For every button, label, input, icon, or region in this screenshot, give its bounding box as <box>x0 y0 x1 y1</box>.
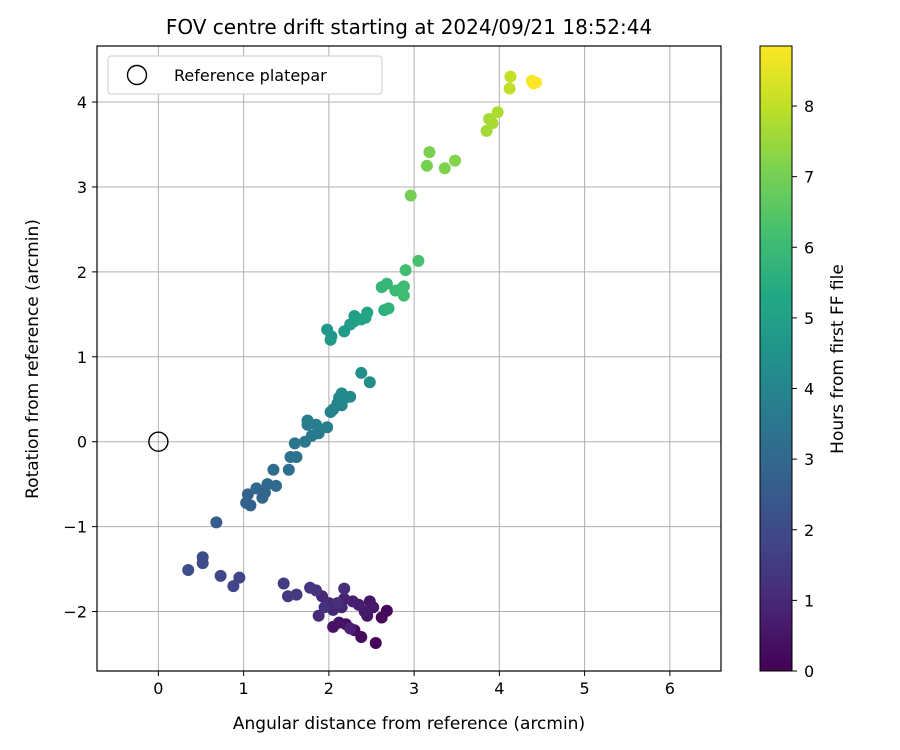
data-point <box>335 387 348 400</box>
x-tick-label: 5 <box>580 679 590 698</box>
data-point <box>397 289 410 302</box>
data-point <box>369 636 382 649</box>
data-point <box>233 571 246 584</box>
data-point <box>214 569 227 582</box>
data-point <box>380 604 393 617</box>
data-point <box>288 437 301 450</box>
data-point <box>267 463 280 476</box>
data-point <box>250 482 263 495</box>
data-point <box>504 70 517 83</box>
y-axis-ticks: −2 −1 0 1 2 3 4 <box>63 93 97 622</box>
data-point <box>196 551 209 564</box>
colorbar-ticks: 0 1 2 3 4 5 6 7 8 <box>792 97 814 681</box>
colorbar-label: Hours from first FF file <box>828 264 848 454</box>
colorbar-tick-label: 0 <box>804 662 814 681</box>
data-point <box>420 159 433 172</box>
data-point <box>290 451 303 464</box>
data-points <box>182 70 543 649</box>
data-point <box>412 254 425 267</box>
data-point <box>530 76 543 89</box>
data-point <box>486 117 499 130</box>
colorbar-tick-label: 3 <box>804 450 814 469</box>
y-tick-label: −1 <box>63 518 87 537</box>
data-point <box>423 146 436 159</box>
colorbar-tick-label: 4 <box>804 380 814 399</box>
data-point <box>282 463 295 476</box>
data-point <box>210 516 223 529</box>
legend-entry: Reference platepar <box>174 66 327 85</box>
data-point <box>380 277 393 290</box>
data-point <box>281 590 294 603</box>
data-point <box>449 154 462 167</box>
data-point <box>312 609 325 622</box>
colorbar-tick-label: 8 <box>804 97 814 116</box>
y-tick-label: 4 <box>77 93 87 112</box>
reference-point <box>148 431 169 452</box>
data-point <box>277 577 290 590</box>
x-tick-label: 1 <box>239 679 249 698</box>
y-tick-label: 2 <box>77 263 87 282</box>
colorbar-tick-label: 1 <box>804 591 814 610</box>
x-axis-ticks: 0 1 2 3 4 5 6 <box>153 671 675 698</box>
colorbar-gradient <box>759 45 793 672</box>
colorbar-tick-label: 6 <box>804 238 814 257</box>
colorbar-tick-label: 5 <box>804 309 814 328</box>
data-point <box>438 162 451 175</box>
colorbar: 0 1 2 3 4 5 6 7 8 Hours from first FF file <box>759 45 848 681</box>
x-tick-label: 6 <box>665 679 675 698</box>
data-point <box>355 366 368 379</box>
reference-marker <box>148 431 169 452</box>
y-axis-label: Rotation from reference (arcmin) <box>23 219 43 499</box>
data-point <box>344 622 357 635</box>
data-point <box>321 421 334 434</box>
data-point <box>503 82 516 95</box>
data-point <box>361 306 374 319</box>
data-point <box>338 582 351 595</box>
legend: Reference platepar <box>107 55 383 95</box>
chart-title: FOV centre drift starting at 2024/09/21 … <box>166 15 652 39</box>
legend-marker-open-circle <box>126 64 148 86</box>
y-tick-label: −2 <box>63 603 87 622</box>
data-point <box>325 330 338 343</box>
data-point <box>363 376 376 389</box>
grid <box>97 46 721 671</box>
data-point <box>310 418 323 431</box>
data-point <box>404 189 417 202</box>
data-point <box>270 479 283 492</box>
x-tick-label: 2 <box>324 679 334 698</box>
data-point <box>227 580 240 593</box>
data-point <box>333 616 346 629</box>
data-point <box>318 601 331 614</box>
y-tick-label: 3 <box>77 178 87 197</box>
x-tick-label: 4 <box>494 679 504 698</box>
data-point <box>491 106 504 119</box>
data-point <box>397 280 410 293</box>
data-point <box>304 581 317 594</box>
x-tick-label: 0 <box>153 679 163 698</box>
data-point <box>182 563 195 576</box>
legend-box <box>107 55 383 95</box>
plot-frame <box>96 45 722 672</box>
data-point <box>241 488 254 501</box>
colorbar-tick-label: 7 <box>804 168 814 187</box>
x-tick-label: 3 <box>409 679 419 698</box>
data-point <box>331 597 344 610</box>
y-tick-label: 1 <box>77 348 87 367</box>
x-axis-label: Angular distance from reference (arcmin) <box>233 714 585 734</box>
y-tick-label: 0 <box>77 433 87 452</box>
data-point <box>399 264 412 277</box>
colorbar-tick-label: 2 <box>804 521 814 540</box>
data-point <box>382 302 395 315</box>
